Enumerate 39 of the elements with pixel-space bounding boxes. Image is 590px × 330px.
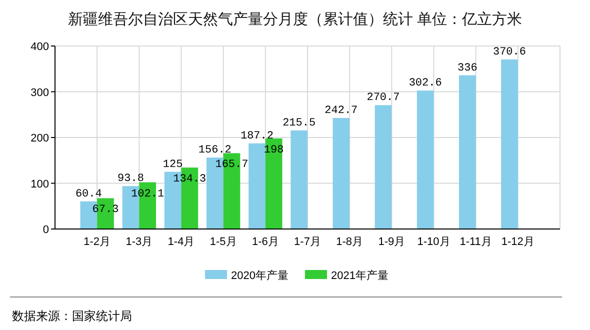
- bar: [290, 130, 308, 229]
- x-tick-label: 1-10月: [417, 236, 450, 248]
- data-label: 336: [458, 62, 478, 74]
- x-tick-label: 1-8月: [336, 236, 364, 248]
- bar: [374, 105, 392, 229]
- data-label: 242.7: [324, 104, 358, 117]
- data-label: 187.2: [240, 130, 274, 142]
- data-label: 215.5: [282, 117, 316, 130]
- data-label: 93.8: [118, 173, 144, 186]
- x-tick-label: 1-4月: [168, 236, 195, 248]
- x-tick-label: 1-6月: [252, 236, 279, 248]
- bar: [248, 143, 266, 229]
- data-label: 270.7: [366, 92, 400, 104]
- y-tick-label: 400: [30, 41, 49, 53]
- y-tick-label: 200: [30, 132, 49, 144]
- x-tick-label: 1-7月: [294, 236, 321, 248]
- y-tick-label: 100: [30, 178, 49, 190]
- x-tick-label: 1-2月: [84, 236, 111, 248]
- x-tick-label: 1-5月: [210, 236, 237, 248]
- bar: [501, 59, 518, 229]
- legend-label: 2021年产量: [331, 269, 388, 282]
- data-label: 60.4: [75, 188, 102, 200]
- y-tick-label: 0: [42, 224, 49, 236]
- source-note: 数据来源：国家统计局: [12, 309, 132, 323]
- data-label: 302.6: [408, 78, 442, 90]
- x-tick-label: 1-9月: [378, 236, 406, 248]
- y-tick-label: 300: [30, 86, 49, 99]
- data-label: 370.6: [492, 46, 526, 58]
- data-label: 125: [162, 158, 183, 171]
- data-label: 156.2: [198, 144, 232, 157]
- legend-label: 2020年产量: [231, 269, 288, 282]
- x-tick-label: 1-11月: [460, 236, 492, 248]
- bar: [459, 75, 476, 229]
- x-tick-label: 1-3月: [126, 236, 153, 248]
- bar: [332, 118, 350, 229]
- bar: [265, 138, 282, 229]
- bar: [416, 90, 434, 229]
- x-tick-label: 1-12月: [501, 236, 534, 248]
- chart-title: 新疆维吾尔自治区天然气产量分月度（累计值）统计 单位：亿立方米: [68, 11, 522, 28]
